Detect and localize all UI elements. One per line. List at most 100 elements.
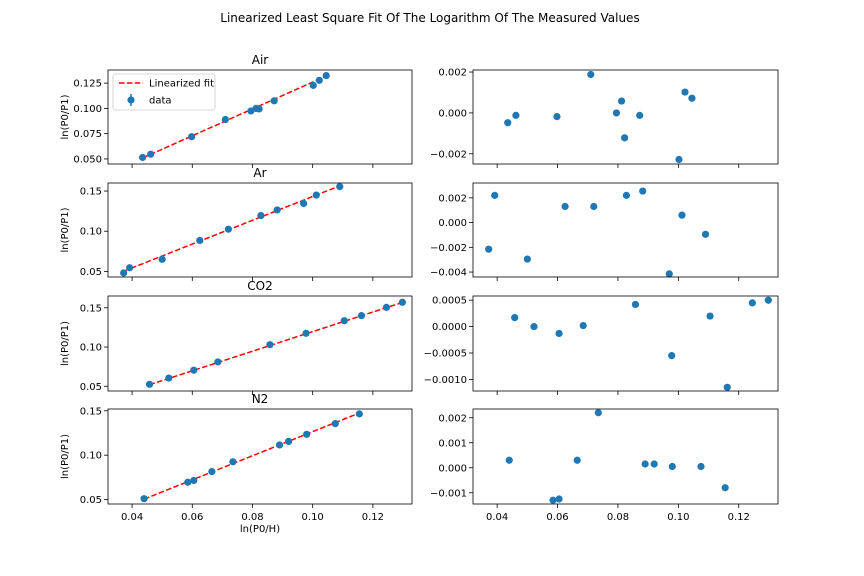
data-point	[355, 410, 363, 418]
data-point	[190, 366, 198, 374]
data-point	[620, 134, 629, 142]
subplot-2: 0.05 0.10 0.15 CO2 ln(P0/P1)	[60, 279, 413, 395]
data-point	[196, 236, 204, 245]
x-tick-label: 0.10	[302, 512, 324, 523]
data-point	[300, 199, 308, 208]
axes-frame	[472, 69, 779, 165]
y-axis-label: ln(P0/P1)	[60, 321, 71, 366]
data-point	[140, 495, 148, 503]
data-point	[357, 312, 366, 320]
y-tick-label: 0.10	[80, 451, 102, 462]
data-point	[573, 456, 581, 464]
data-point	[184, 478, 192, 486]
data-point	[701, 230, 710, 238]
data-point	[336, 183, 344, 191]
data-point	[612, 109, 621, 117]
data-point	[190, 476, 198, 485]
y-tick-label: −0.001	[430, 488, 467, 499]
legend-data-label: data	[149, 96, 172, 107]
data-point	[668, 352, 676, 360]
data-point	[165, 374, 173, 382]
data-point	[229, 458, 237, 466]
data-point	[512, 111, 520, 119]
data-point	[309, 81, 317, 89]
data-point	[706, 312, 714, 320]
data-point	[331, 420, 339, 428]
y-tick-label: 0.075	[73, 129, 102, 140]
axes-frame	[107, 182, 413, 278]
data-point	[126, 264, 134, 272]
y-tick-label: 0.0000	[432, 322, 467, 333]
subplot-title: CO2	[247, 279, 272, 293]
y-tick-label: −0.002	[430, 243, 467, 254]
legend: Linearized fit data	[112, 73, 216, 111]
data-point	[587, 70, 595, 79]
data-point	[147, 150, 155, 158]
y-tick-label: 0.05	[80, 495, 102, 506]
data-point	[764, 296, 772, 304]
y-tick-label: −0.004	[430, 268, 467, 279]
data-point	[622, 191, 631, 199]
axes-frame	[107, 408, 413, 505]
y-tick-label: 0.05	[80, 267, 102, 278]
data-point	[636, 111, 644, 119]
data-point	[158, 255, 166, 263]
data-point	[505, 456, 513, 464]
y-axis-label: ln(P0/P1)	[60, 94, 71, 139]
x-tick-label: 0.06	[181, 512, 203, 523]
data-point	[530, 323, 538, 331]
subplot-7: −0.001 0.000 0.001 0.002 0.04 0.06 0.08 0.10 0.1…	[430, 408, 779, 523]
data-point	[688, 94, 696, 102]
data-point	[561, 202, 569, 211]
y-tick-label: 0.10	[80, 343, 102, 354]
y-tick-label: 0.002	[438, 193, 467, 204]
figure-suptitle: Linearized Least Square Fit Of The Logar…	[220, 11, 639, 25]
data-point	[266, 341, 274, 349]
y-tick-label: 0.100	[73, 104, 102, 115]
y-tick-label: 0.000	[438, 463, 467, 474]
data-point	[485, 245, 493, 253]
subplot-5: −0.004 −0.002 0.000 0.002	[430, 182, 779, 281]
axes-frame	[472, 182, 779, 278]
y-tick-label: 0.000	[438, 108, 467, 119]
data-point	[681, 88, 689, 96]
x-tick-label: 0.06	[546, 512, 568, 523]
data-point	[284, 437, 293, 446]
x-tick-label: 0.12	[728, 512, 750, 523]
x-axis-label: ln(P0/H)	[240, 524, 280, 535]
legend-data-swatch	[127, 96, 135, 104]
data-point	[255, 105, 263, 113]
data-point	[665, 270, 673, 278]
y-tick-label: 0.15	[80, 406, 102, 417]
data-point	[555, 329, 563, 338]
y-tick-label: 0.10	[80, 227, 102, 238]
data-point	[273, 206, 281, 214]
data-point	[650, 460, 658, 468]
data-point	[668, 462, 676, 471]
data-point	[208, 467, 216, 476]
data-point	[275, 441, 284, 449]
data-point	[302, 329, 310, 337]
data-point	[303, 430, 311, 438]
y-tick-label: −0.0010	[424, 375, 467, 386]
data-point	[398, 298, 406, 306]
data-point	[139, 153, 147, 162]
y-tick-label: 0.002	[438, 413, 467, 424]
data-point	[312, 191, 320, 199]
axes-frame	[107, 69, 413, 165]
y-tick-label: 0.125	[73, 79, 102, 90]
data-point	[214, 358, 222, 366]
data-point	[631, 300, 640, 309]
y-tick-label: 0.15	[80, 187, 102, 198]
data-point	[315, 76, 323, 84]
x-tick-label: 0.08	[241, 512, 263, 523]
subplot-0: 0.050 0.075 0.100 0.125 Air ln(P0/P1) Lineariz…	[60, 53, 413, 168]
y-tick-label: 0.002	[438, 68, 467, 79]
subplot-6: −0.0010 −0.0005 0.0000 0.0005	[424, 295, 779, 395]
data-point	[188, 133, 196, 141]
y-tick-label: 0.0005	[432, 296, 467, 307]
data-point	[721, 484, 729, 492]
fit-line	[142, 75, 327, 159]
data-point	[675, 155, 683, 164]
